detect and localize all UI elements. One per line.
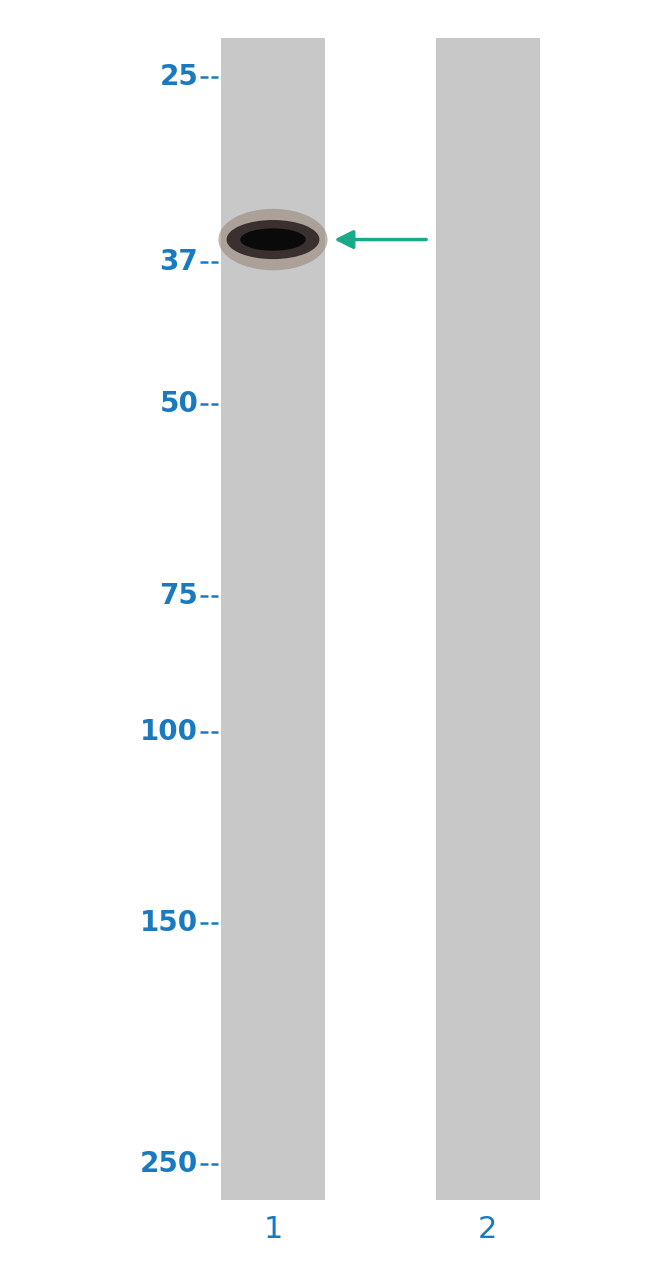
Text: 50: 50	[159, 390, 198, 419]
Text: 250: 250	[140, 1149, 198, 1177]
Text: 150: 150	[140, 909, 198, 937]
Ellipse shape	[227, 220, 319, 259]
Ellipse shape	[218, 208, 328, 271]
Text: 1: 1	[263, 1215, 283, 1243]
Text: 25: 25	[159, 64, 198, 91]
Ellipse shape	[240, 229, 306, 250]
Text: 37: 37	[159, 249, 198, 277]
Text: 100: 100	[140, 718, 198, 745]
Text: 2: 2	[478, 1215, 497, 1243]
Text: 75: 75	[159, 582, 198, 610]
